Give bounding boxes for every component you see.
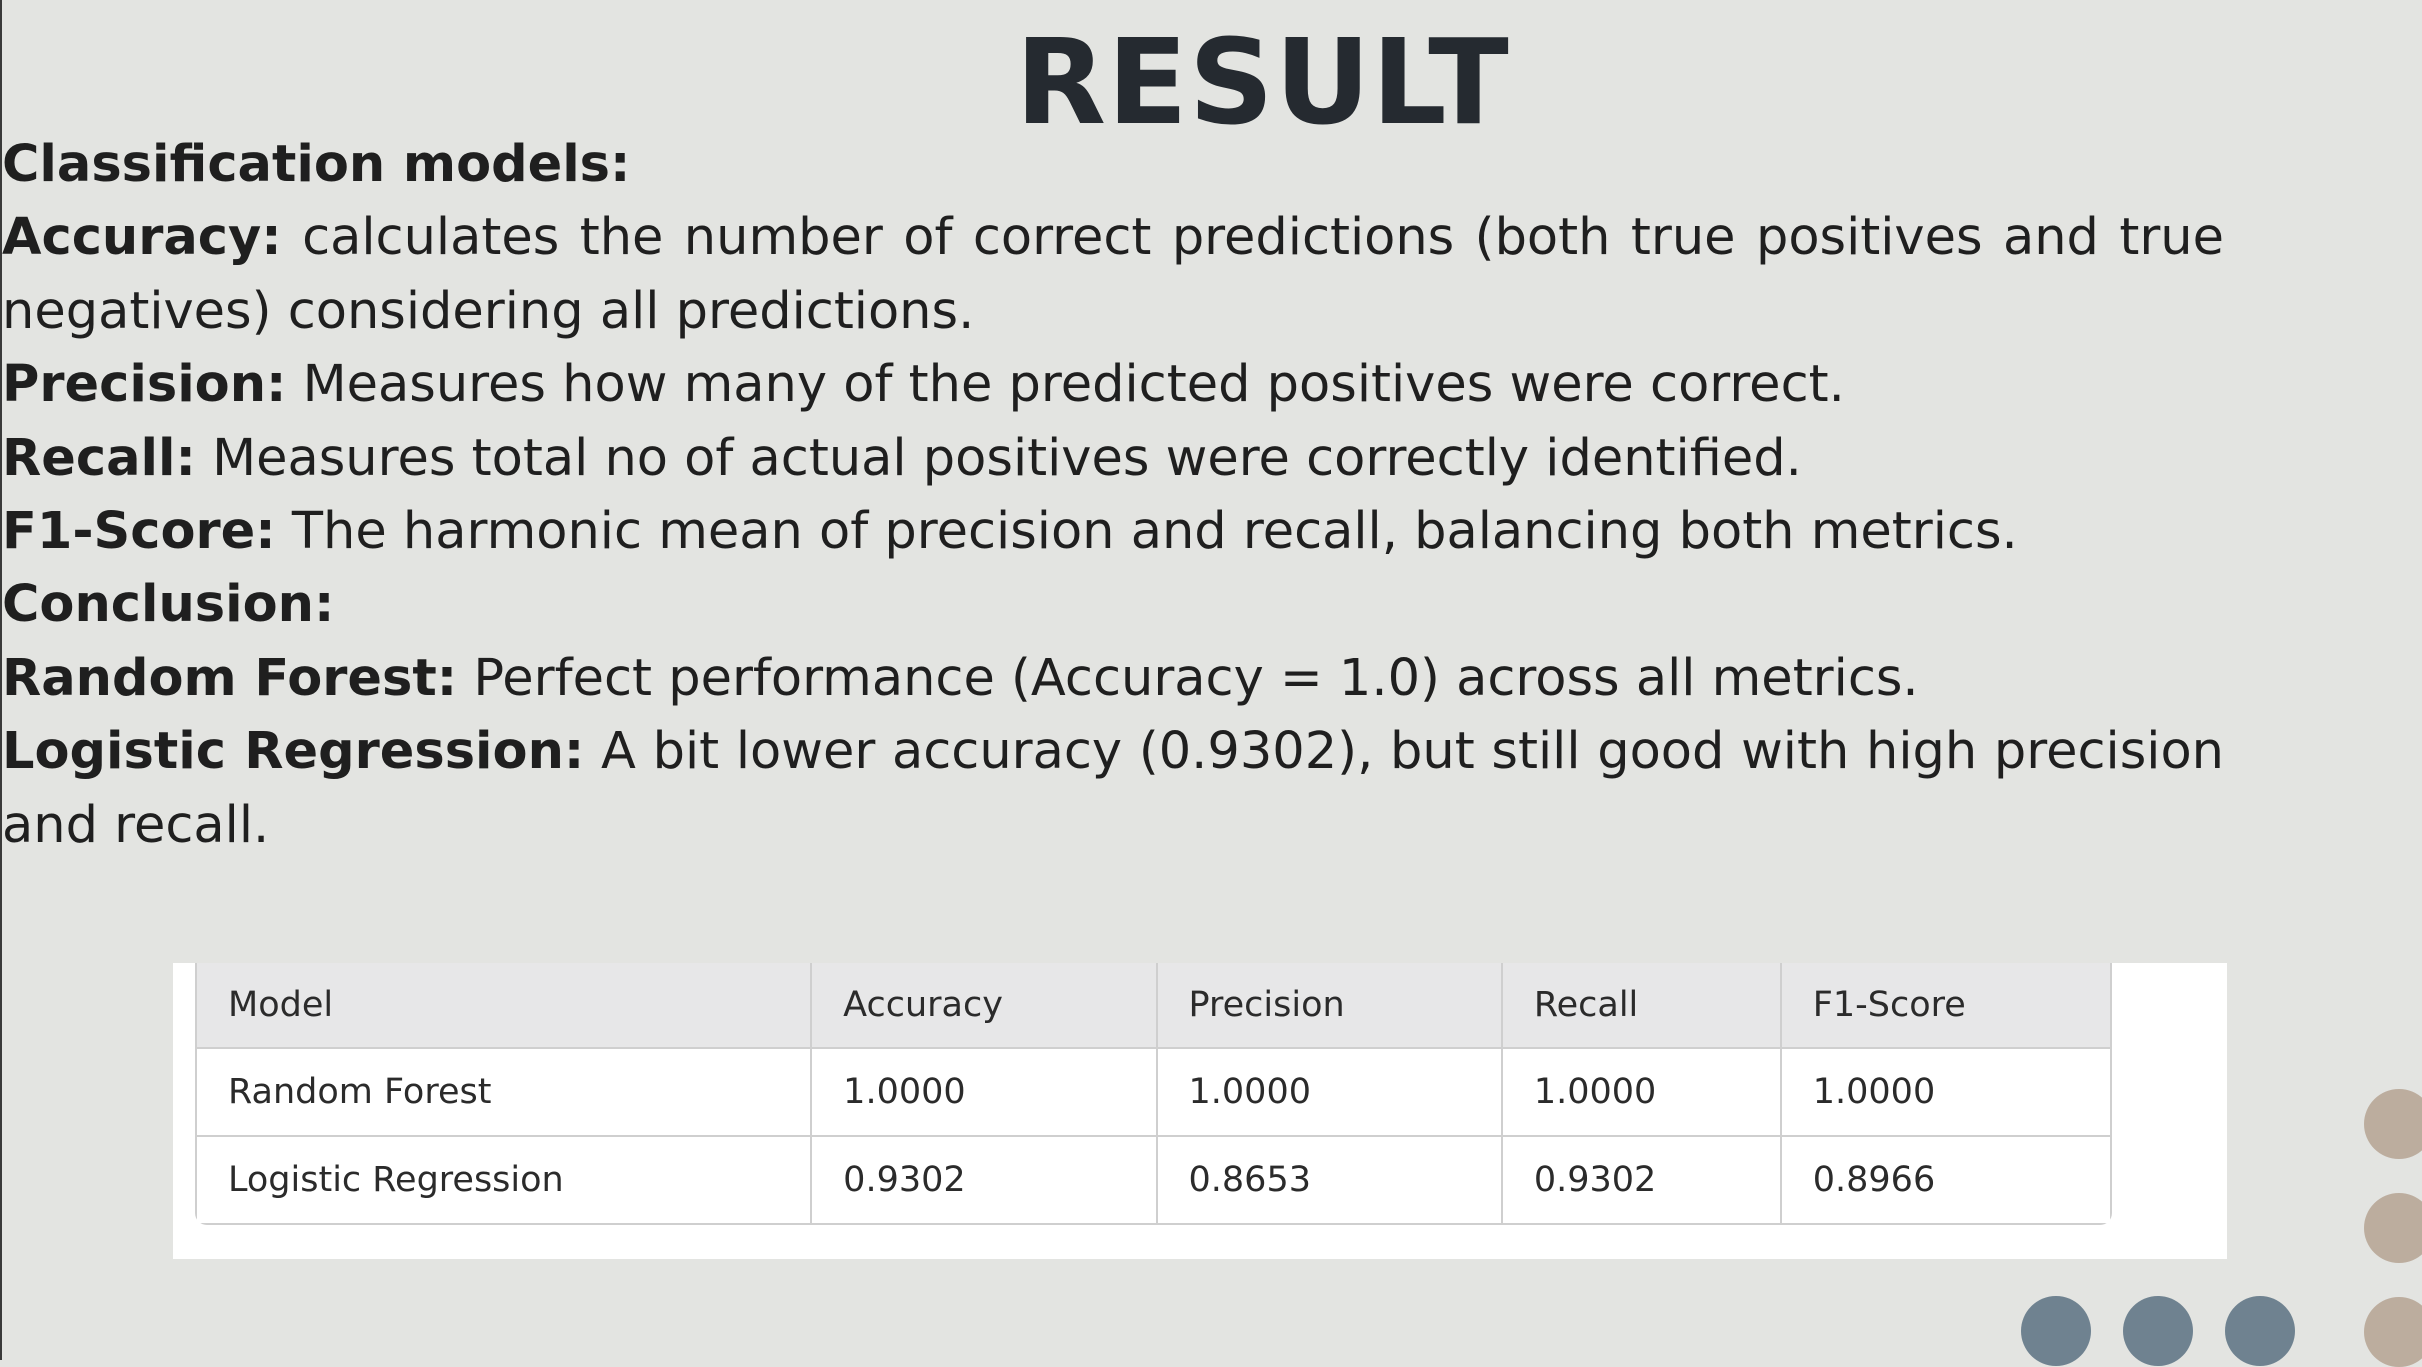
para-text: The harmonic mean of precision and recal… [275, 502, 2018, 562]
explanation-text: Classification models: Accuracy: calcula… [2, 128, 2224, 862]
para-label: Precision: [2, 355, 287, 415]
conclusion-random-forest: Random Forest: Perfect performance (Accu… [2, 642, 2224, 715]
table-header-row: Model Accuracy Precision Recall F1-Score [197, 963, 2110, 1049]
results-table-panel: Model Accuracy Precision Recall F1-Score… [173, 963, 2227, 1259]
decorative-dot [2364, 1089, 2422, 1159]
para-label: Conclusion: [2, 575, 335, 635]
para-label: Recall: [2, 428, 196, 488]
table-row: Random Forest 1.0000 1.0000 1.0000 1.000… [197, 1049, 2110, 1137]
definition-f1-score: F1-Score: The harmonic mean of precision… [2, 495, 2224, 568]
table-row: Logistic Regression 0.9302 0.8653 0.9302… [197, 1137, 2110, 1223]
decorative-dot [2364, 1297, 2422, 1367]
cell-model: Random Forest [197, 1049, 813, 1137]
para-label: Accuracy: [2, 208, 282, 268]
definition-recall: Recall: Measures total no of actual posi… [2, 422, 2224, 495]
cell-precision: 1.0000 [1157, 1049, 1503, 1137]
left-border-line [0, 0, 2, 1360]
cell-recall: 1.0000 [1502, 1049, 1782, 1137]
para-label: F1-Score: [2, 502, 276, 562]
header-model: Model [197, 963, 813, 1049]
cell-recall: 0.9302 [1502, 1137, 1782, 1223]
header-f1-score: F1-Score [1781, 963, 2110, 1049]
header-accuracy: Accuracy [812, 963, 1158, 1049]
definition-accuracy: Accuracy: calculates the number of corre… [2, 201, 2224, 348]
page-title: RESULT [1015, 13, 1510, 151]
para-label: Random Forest: [2, 648, 458, 708]
cell-f1-score: 0.8966 [1781, 1137, 2110, 1223]
decorative-dot [2225, 1296, 2295, 1366]
para-text: Measures total no of actual positives we… [195, 428, 1802, 488]
heading-conclusion: Conclusion: [2, 568, 2224, 641]
cell-accuracy: 1.0000 [812, 1049, 1158, 1137]
decorative-dot [2021, 1296, 2091, 1366]
cell-precision: 0.8653 [1157, 1137, 1503, 1223]
header-recall: Recall [1502, 963, 1782, 1049]
header-precision: Precision [1157, 963, 1503, 1049]
decorative-dot [2364, 1193, 2422, 1263]
para-label: Classification models: [2, 135, 631, 194]
conclusion-logistic-regression: Logistic Regression: A bit lower accurac… [2, 715, 2224, 862]
results-table: Model Accuracy Precision Recall F1-Score… [195, 963, 2112, 1225]
cell-model: Logistic Regression [197, 1137, 813, 1223]
definition-precision: Precision: Measures how many of the pred… [2, 348, 2224, 421]
para-text: Perfect performance (Accuracy = 1.0) acr… [457, 648, 1919, 708]
cell-accuracy: 0.9302 [812, 1137, 1158, 1223]
cell-f1-score: 1.0000 [1781, 1049, 2110, 1137]
para-text: Measures how many of the predicted posit… [286, 355, 1845, 415]
decorative-dot [2123, 1296, 2193, 1366]
para-text: A bit lower accuracy (0.9302), but still… [2, 722, 2224, 855]
para-text: calculates the number of correct predict… [2, 208, 2224, 341]
para-label: Logistic Regression: [2, 722, 585, 782]
heading-classification-models: Classification models: [2, 128, 2224, 201]
